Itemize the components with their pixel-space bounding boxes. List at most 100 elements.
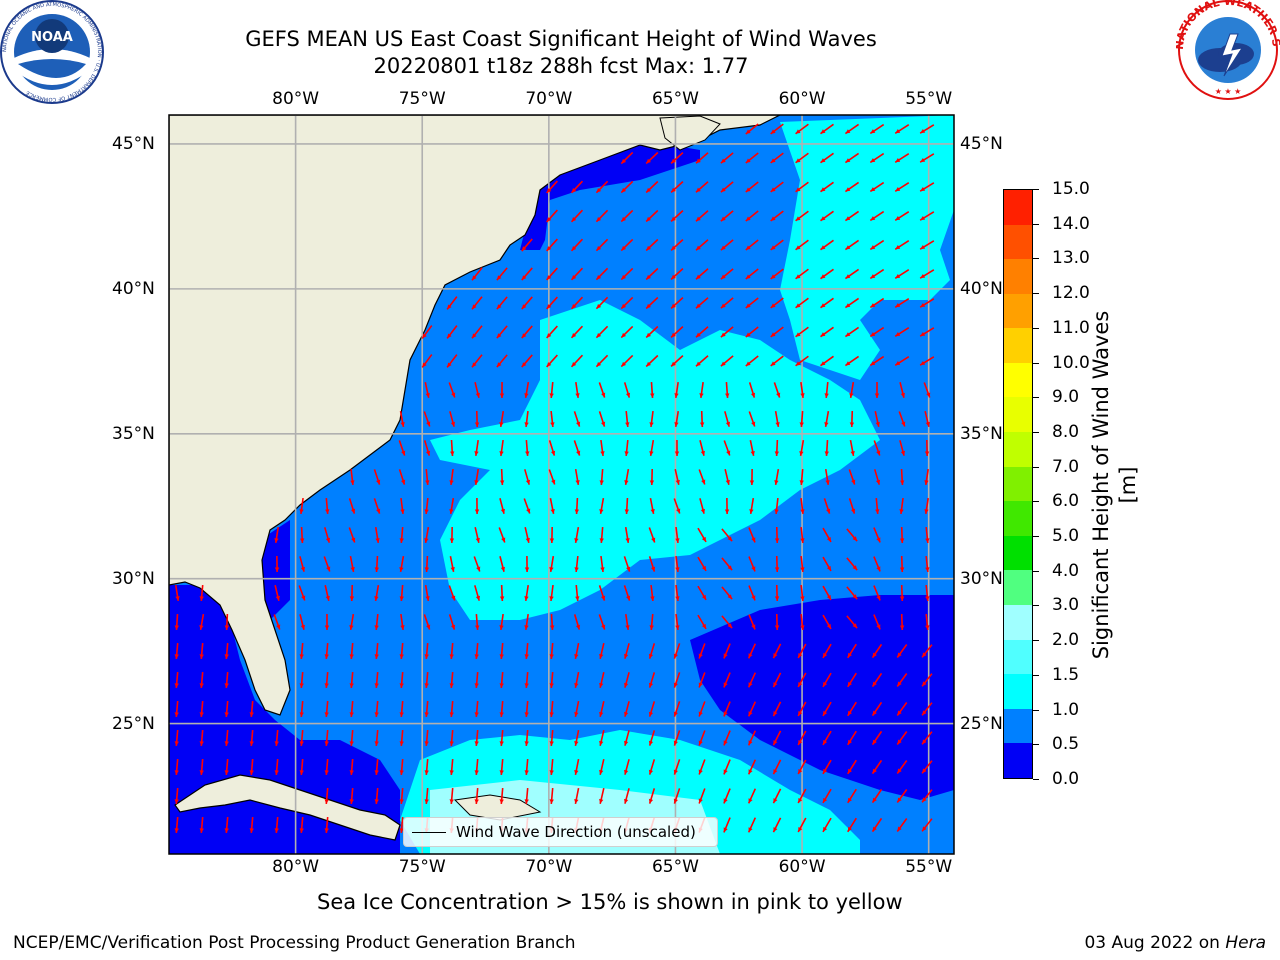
wave-direction-arrowhead bbox=[798, 653, 803, 659]
wave-direction-arrowhead bbox=[571, 333, 577, 338]
wave-direction-arrowhead bbox=[471, 275, 477, 281]
colorbar-tick-mark bbox=[1033, 397, 1039, 399]
wave-direction-arrowhead bbox=[822, 768, 828, 774]
wave-direction-arrowhead bbox=[723, 740, 728, 746]
wave-direction-arrowhead bbox=[249, 741, 254, 746]
wave-direction-arrowhead bbox=[449, 712, 454, 717]
wave-direction-arrowhead bbox=[623, 798, 629, 804]
wave-direction-arrowhead bbox=[674, 393, 679, 398]
wave-direction-arrowhead bbox=[596, 245, 602, 251]
lon-label-bottom: 70°W bbox=[525, 857, 573, 877]
colorbar-swatch bbox=[1004, 328, 1032, 363]
wave-direction-arrowhead bbox=[324, 799, 329, 804]
lat-label-left: 35°N bbox=[112, 423, 155, 444]
wave-direction-arrowhead bbox=[426, 421, 431, 427]
wave-direction-arrowhead bbox=[574, 770, 579, 775]
wave-direction-arrowhead bbox=[546, 246, 552, 251]
wave-direction-arrowhead bbox=[826, 565, 831, 571]
wave-direction-arrowhead bbox=[845, 158, 851, 163]
wave-direction-arrowhead bbox=[674, 422, 679, 427]
wave-direction-arrowhead bbox=[424, 567, 429, 572]
wave-direction-arrowhead bbox=[399, 567, 404, 572]
wave-direction-arrowhead bbox=[770, 216, 776, 221]
wave-direction-arrowhead bbox=[623, 769, 629, 775]
wave-direction-arrowhead bbox=[374, 683, 379, 688]
wave-direction-arrowhead bbox=[850, 508, 856, 514]
wave-direction-arrowhead bbox=[422, 362, 427, 368]
colorbar-swatch bbox=[1004, 189, 1032, 225]
wave-band-low-coast-mid bbox=[260, 520, 290, 620]
wave-direction-arrowhead bbox=[646, 216, 651, 222]
wave-direction-arrowhead bbox=[773, 769, 778, 775]
wave-direction-arrowhead bbox=[727, 623, 733, 629]
wave-direction-arrowhead bbox=[795, 303, 801, 308]
wave-direction-arrowhead bbox=[820, 216, 826, 221]
wave-direction-arrowhead bbox=[474, 509, 480, 514]
colorbar-swatch bbox=[1004, 743, 1032, 778]
wave-direction-arrowhead bbox=[876, 537, 881, 543]
colorbar-swatch bbox=[1004, 674, 1032, 709]
wave-direction-arrowhead bbox=[845, 245, 851, 250]
wave-direction-arrowhead bbox=[521, 246, 527, 252]
wave-direction-arrowhead bbox=[451, 392, 456, 398]
wave-direction-arrowhead bbox=[546, 362, 552, 367]
colorbar-tick-label: 1.0 bbox=[1052, 699, 1080, 720]
nws-logo: NATIONAL WEATHER SERVICE ★ ★ ★ bbox=[1176, 0, 1280, 100]
lat-label-right: 40°N bbox=[960, 278, 1003, 299]
wave-direction-arrowhead bbox=[199, 596, 204, 601]
colorbar-tick-label: 13.0 bbox=[1052, 248, 1090, 269]
wave-direction-arrowhead bbox=[922, 710, 927, 716]
wave-direction-arrowhead bbox=[299, 712, 304, 717]
wave-direction-arrowhead bbox=[650, 393, 655, 398]
wave-direction-arrowhead bbox=[449, 509, 454, 514]
wave-direction-arrowhead bbox=[521, 304, 527, 310]
wave-direction-arrowhead bbox=[770, 158, 776, 163]
wave-direction-arrowhead bbox=[820, 332, 826, 337]
wave-direction-arrowhead bbox=[926, 392, 931, 398]
map-frame bbox=[168, 114, 955, 855]
colorbar-tick-label: 4.0 bbox=[1052, 560, 1080, 581]
wave-direction-arrowhead bbox=[549, 538, 555, 543]
wave-direction-arrowhead bbox=[601, 624, 606, 630]
wave-direction-arrowhead bbox=[770, 274, 776, 279]
wave-direction-arrowhead bbox=[447, 333, 452, 339]
wave-direction-arrowhead bbox=[799, 451, 804, 456]
wave-direction-arrowhead bbox=[800, 567, 805, 572]
lon-label-top: 75°W bbox=[398, 89, 446, 109]
wave-direction-arrowhead bbox=[274, 770, 279, 775]
wave-direction-arrowhead bbox=[723, 653, 728, 659]
wave-direction-arrowhead bbox=[820, 361, 826, 366]
wave-direction-arrowhead bbox=[870, 129, 876, 134]
wave-direction-arrowhead bbox=[671, 187, 676, 193]
wave-direction-arrowhead bbox=[599, 769, 604, 775]
wave-direction-arrowhead bbox=[872, 710, 877, 716]
wave-direction-arrowhead bbox=[925, 567, 930, 572]
wave-direction-arrows bbox=[174, 123, 935, 834]
wave-direction-arrowhead bbox=[922, 681, 927, 687]
wave-direction-arrowhead bbox=[449, 683, 454, 688]
colorbar-tick-label: 2.0 bbox=[1052, 630, 1080, 651]
wave-direction-arrowhead bbox=[795, 187, 801, 192]
wave-direction-arrowhead bbox=[599, 682, 604, 688]
lon-label-bottom: 80°W bbox=[272, 857, 320, 877]
wave-direction-arrowhead bbox=[872, 652, 877, 658]
wave-direction-arrowhead bbox=[922, 797, 927, 803]
wave-direction-arrowhead bbox=[798, 798, 803, 804]
wave-direction-arrowhead bbox=[474, 770, 479, 775]
wave-direction-arrowhead bbox=[275, 595, 280, 601]
colorbar-tick-label: 12.0 bbox=[1052, 283, 1090, 304]
wave-direction-arrowhead bbox=[847, 797, 852, 803]
wave-direction-arrowhead bbox=[748, 798, 753, 804]
wave-direction-arrowhead bbox=[501, 537, 506, 543]
sea-ice-note: Sea Ice Concentration > 15% is shown in … bbox=[317, 890, 903, 914]
wave-direction-arrowhead bbox=[745, 303, 751, 309]
land-cuba bbox=[174, 774, 401, 841]
wave-direction-arrowhead bbox=[800, 393, 805, 398]
wave-direction-arrowhead bbox=[673, 769, 678, 775]
wave-direction-arrowhead bbox=[924, 480, 929, 485]
colorbar-tick-mark bbox=[1033, 501, 1039, 503]
wave-direction-arrowhead bbox=[845, 129, 851, 134]
wave-direction-arrowhead bbox=[646, 332, 651, 338]
wave-direction-arrowhead bbox=[701, 594, 707, 600]
colorbar-swatch bbox=[1004, 466, 1032, 502]
